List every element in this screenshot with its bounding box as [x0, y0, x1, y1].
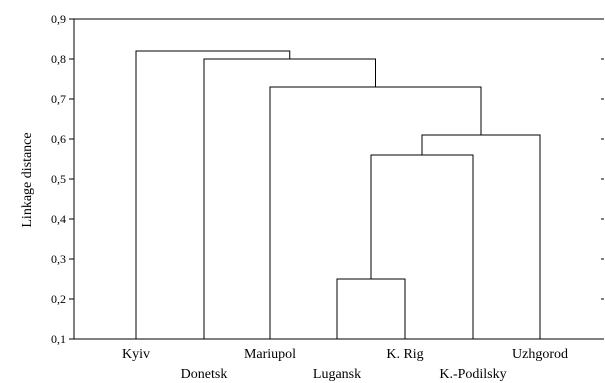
y-tick-label: 0,5: [51, 172, 66, 186]
y-axis-label: Linkage distance: [20, 132, 35, 227]
y-tick-label: 0,9: [51, 12, 66, 26]
y-tick-label: 0,4: [51, 212, 66, 226]
plot-frame: [73, 18, 604, 340]
y-tick-label: 0,7: [51, 92, 66, 106]
dendrogram-link: [203, 58, 376, 339]
leaf-label: Mariupol: [244, 347, 296, 362]
leaf-label: Uzhgorod: [512, 347, 568, 362]
dendrogram-link: [135, 50, 291, 339]
leaf-label: Donetsk: [181, 367, 228, 382]
dendrogram-link: [370, 154, 474, 339]
y-axis-ticks: 0,1 0,2 0,3 0,4 0,5 0,6 0,7 0,8 0,9: [51, 12, 604, 346]
dendrogram-links: [135, 50, 541, 339]
dendrogram-link: [269, 86, 482, 339]
y-tick-label: 0,3: [51, 252, 66, 266]
dendrogram-link: [336, 278, 406, 339]
dendrogram-link: [421, 134, 541, 339]
y-tick-label: 0,6: [51, 132, 66, 146]
leaf-labels: Kyiv Donetsk Mariupol Lugansk K. Rig K.-Podil…: [122, 347, 568, 382]
leaf-label: K. Rig: [386, 347, 423, 362]
leaf-label: K.-Podilsky: [439, 367, 506, 382]
leaf-label: Lugansk: [313, 367, 361, 382]
y-tick-label: 0,1: [51, 332, 66, 346]
leaf-label: Kyiv: [122, 347, 150, 362]
y-tick-label: 0,8: [51, 52, 66, 66]
y-tick-label: 0,2: [51, 292, 66, 306]
